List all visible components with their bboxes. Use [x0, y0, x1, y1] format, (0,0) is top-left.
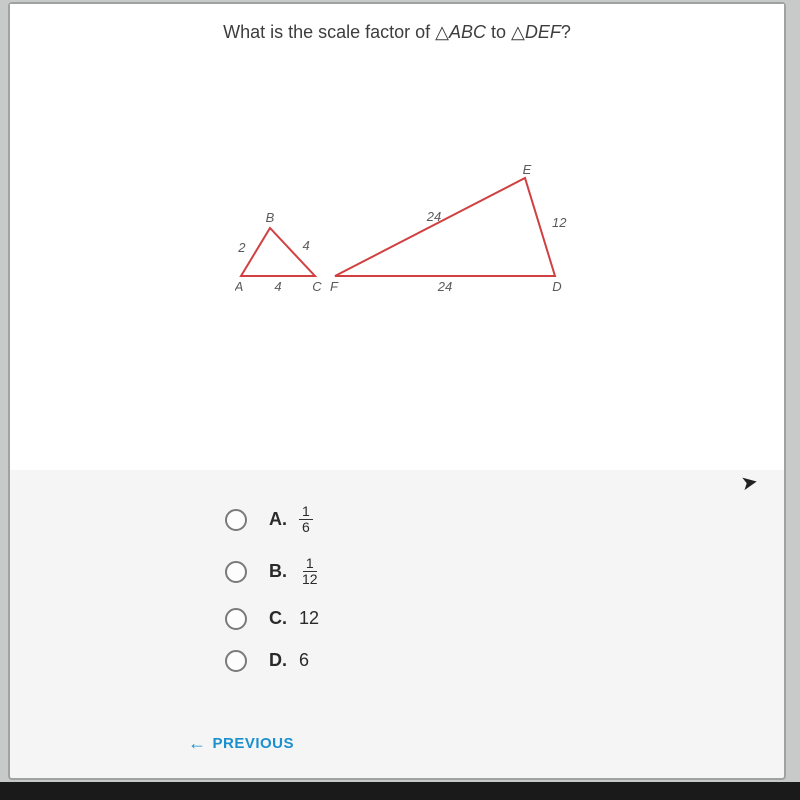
triangle-symbol-2: △ — [511, 22, 525, 42]
fraction-num: 1 — [299, 504, 313, 520]
screen-frame: What is the scale factor of △ABC to △DEF… — [8, 2, 786, 780]
svg-text:2: 2 — [237, 240, 246, 255]
fraction-den: 12 — [299, 572, 321, 587]
triangle-label-2: DEF — [525, 22, 561, 42]
triangles-diagram: ABC244FED241224 — [235, 164, 595, 324]
question-text: What is the scale factor of △ABC to △DEF… — [10, 22, 784, 43]
svg-text:C: C — [312, 279, 322, 294]
option-d-value: 6 — [299, 650, 309, 671]
option-b-letter: B. — [269, 561, 289, 582]
bottom-border — [0, 782, 800, 800]
question-mid: to — [486, 22, 511, 42]
svg-text:12: 12 — [552, 215, 567, 230]
arrow-left-icon: ← — [188, 733, 207, 754]
radio-b[interactable] — [225, 561, 247, 583]
radio-d[interactable] — [225, 650, 247, 672]
previous-label: PREVIOUS — [213, 735, 295, 752]
previous-button[interactable]: ← PREVIOUS — [188, 733, 294, 754]
option-d-letter: D. — [269, 650, 289, 671]
option-b-value: 1 12 — [299, 556, 321, 588]
fraction-num: 1 — [303, 556, 317, 572]
triangle-label-1: ABC — [449, 22, 486, 42]
svg-text:24: 24 — [437, 279, 452, 294]
option-c-letter: C. — [269, 608, 289, 629]
svg-text:D: D — [552, 279, 561, 294]
question-suffix: ? — [561, 22, 571, 42]
svg-text:24: 24 — [426, 209, 441, 224]
cursor-icon: ➤ — [739, 469, 760, 497]
option-c[interactable]: C. 12 — [225, 608, 321, 630]
svg-text:4: 4 — [274, 279, 281, 294]
svg-text:A: A — [235, 279, 243, 294]
content-area: What is the scale factor of △ABC to △DEF… — [10, 4, 784, 470]
option-b[interactable]: B. 1 12 — [225, 556, 321, 588]
option-d[interactable]: D. 6 — [225, 650, 321, 672]
svg-text:4: 4 — [303, 238, 310, 253]
option-c-value: 12 — [299, 608, 319, 629]
svg-text:E: E — [523, 164, 532, 177]
option-a[interactable]: A. 1 6 — [225, 504, 321, 536]
radio-c[interactable] — [225, 608, 247, 630]
radio-a[interactable] — [225, 509, 247, 531]
fraction-den: 6 — [299, 520, 313, 535]
option-a-letter: A. — [269, 509, 289, 530]
answer-options: A. 1 6 B. 1 12 C. 12 D. 6 — [225, 504, 321, 692]
svg-text:B: B — [266, 210, 275, 225]
triangle-symbol-1: △ — [435, 22, 449, 42]
question-prefix: What is the scale factor of — [223, 22, 435, 42]
svg-text:F: F — [330, 279, 339, 294]
option-a-value: 1 6 — [299, 504, 313, 536]
